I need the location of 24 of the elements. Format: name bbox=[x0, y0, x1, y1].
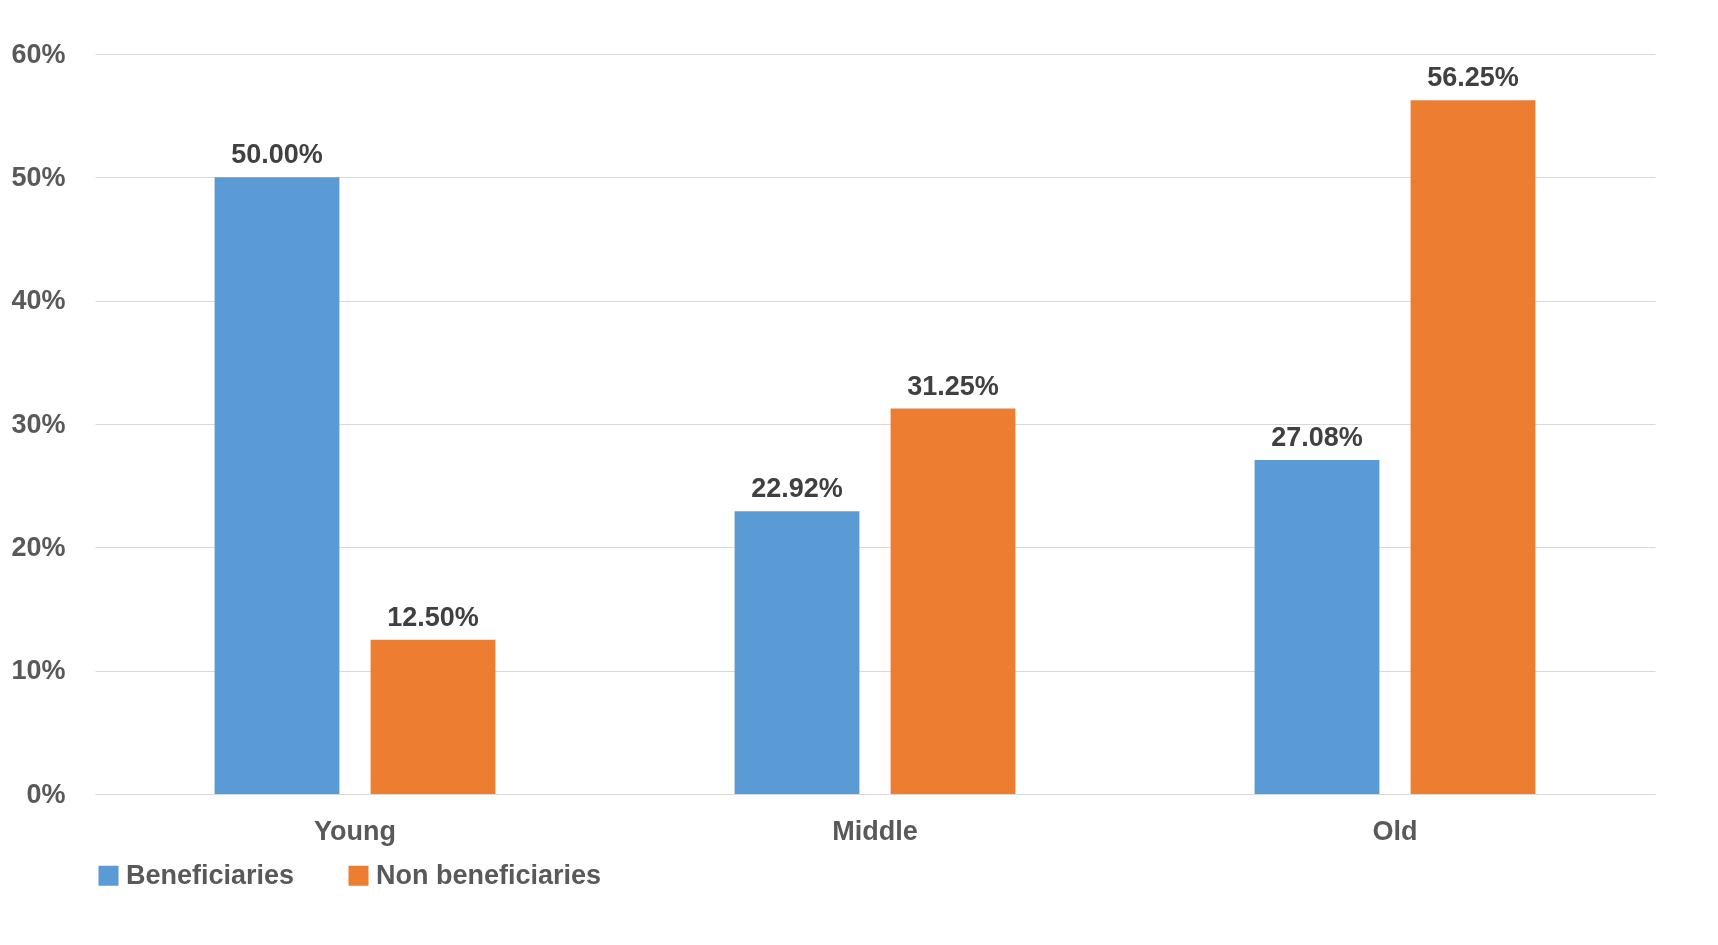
y-tick-label: 50% bbox=[11, 161, 66, 192]
legend-label: Beneficiaries bbox=[126, 859, 295, 890]
bar bbox=[370, 639, 496, 794]
bar bbox=[1410, 100, 1536, 794]
bar bbox=[214, 177, 340, 794]
x-tick-label: Old bbox=[1372, 815, 1418, 846]
y-tick-label: 40% bbox=[11, 285, 66, 316]
data-label: 22.92% bbox=[751, 473, 843, 504]
data-label: 50.00% bbox=[231, 139, 323, 170]
y-tick-label: 60% bbox=[11, 38, 66, 69]
data-label: 56.25% bbox=[1427, 62, 1519, 93]
data-label: 27.08% bbox=[1271, 422, 1363, 453]
y-tick-label: 0% bbox=[26, 778, 66, 809]
bar bbox=[890, 408, 1016, 794]
bar bbox=[1254, 460, 1380, 794]
x-tick-label: Young bbox=[314, 815, 396, 846]
data-label: 12.50% bbox=[387, 601, 479, 632]
legend-label: Non beneficiaries bbox=[376, 859, 602, 890]
bar bbox=[734, 511, 860, 794]
y-tick-label: 10% bbox=[11, 655, 66, 686]
x-tick-label: Middle bbox=[832, 815, 918, 846]
y-tick-label: 20% bbox=[11, 531, 66, 562]
data-label: 31.25% bbox=[907, 370, 999, 401]
y-tick-label: 30% bbox=[11, 408, 66, 439]
